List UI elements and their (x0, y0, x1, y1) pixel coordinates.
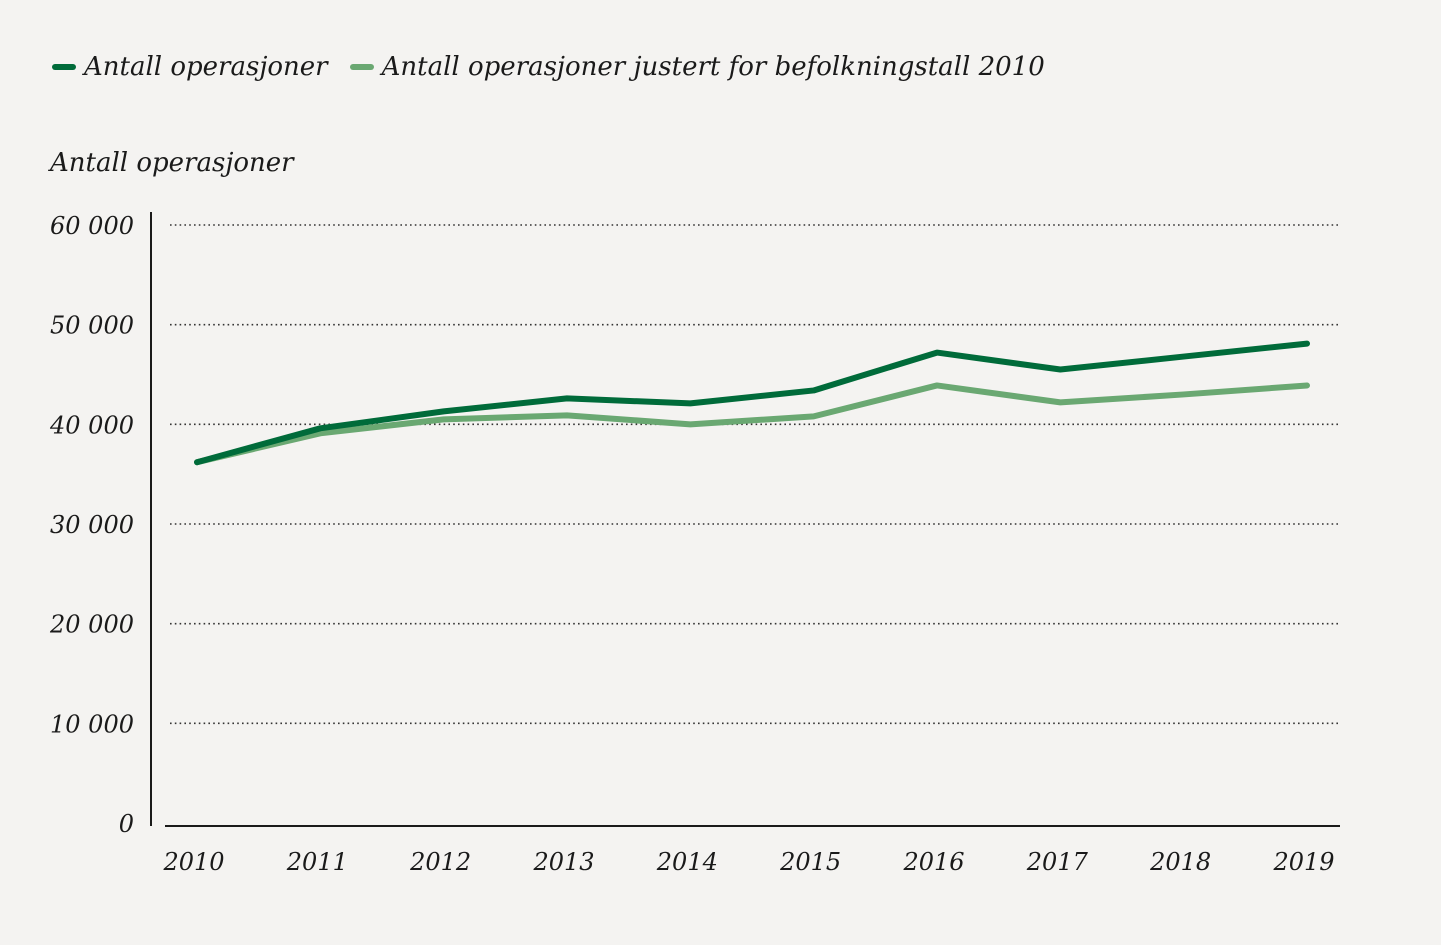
y-tick-label: 20 000 (49, 611, 134, 639)
y-tick-label: 50 000 (50, 312, 134, 340)
x-tick-label: 2017 (1026, 848, 1089, 876)
y-tick-label: 10 000 (50, 710, 134, 738)
y-tick-label: 0 (119, 810, 134, 838)
y-tick-label: 60 000 (50, 212, 134, 240)
x-tick-label: 2010 (162, 848, 224, 876)
y-tick-label: 40 000 (49, 411, 134, 439)
series-line-2 (194, 382, 1310, 466)
x-tick-label: 2012 (409, 848, 471, 876)
legend-item-series-1: Antall operasjoner (52, 52, 328, 82)
legend-swatch-series-1 (52, 64, 76, 70)
y-axis-label: Antall operasjoner (50, 148, 294, 178)
x-tick-label: 2018 (1149, 848, 1211, 876)
series-line-1 (194, 340, 1310, 466)
legend-label-series-2: Antall operasjoner justert for befolknin… (381, 52, 1045, 82)
legend: Antall operasjoner Antall operasjoner ju… (52, 52, 1067, 82)
legend-swatch-series-2 (349, 64, 374, 70)
x-tick-label: 2019 (1272, 848, 1334, 876)
x-tick-label: 2011 (286, 848, 348, 876)
x-tick-label: 2016 (902, 848, 964, 876)
x-tick-label: 2013 (532, 848, 594, 876)
x-tick-label: 2014 (656, 848, 718, 876)
x-tick-label: 2015 (779, 848, 841, 876)
legend-item-series-2: Antall operasjoner justert for befolknin… (349, 52, 1045, 82)
y-tick-label: 30 000 (50, 511, 134, 539)
legend-label-series-1: Antall operasjoner (84, 52, 328, 82)
